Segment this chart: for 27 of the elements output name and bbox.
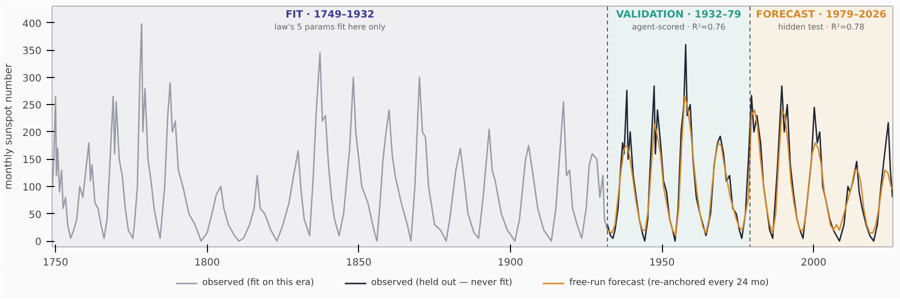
annotation: agent-scored · R²=0.76 [632,22,726,32]
x-tick-label: 1800 [194,258,220,268]
y-tick-label: 100 [22,182,42,194]
line-series [606,44,892,242]
x-tick-label: 1950 [649,258,675,268]
y-tick-label: 300 [22,73,42,84]
annotation: hidden test · R²=0.78 [778,22,864,32]
y-tick-label: 0 [35,237,42,248]
y-tick-label: 50 [28,210,42,221]
band-label: FIT · 1749–1932 [286,10,374,20]
x-tick-label: 2000 [800,258,826,268]
y-tick-label: 350 [22,46,42,58]
y-tick-label: 250 [22,100,42,112]
y-axis-title: monthly sunspot number [3,62,14,190]
legend-label: observed (held out — never fit) [371,278,512,288]
band-label: FORECAST · 1979–2026 [756,10,886,20]
line-series [606,96,892,236]
x-tick-label: 1750 [42,258,68,268]
y-tick-label: 200 [22,128,42,139]
x-tick-label: 1850 [346,258,372,268]
y-tick-label: 400 [22,18,42,30]
y-tick-label: 150 [22,155,42,166]
legend-label: observed (fit on this era) [202,278,314,288]
annotation: law's 5 params fit here only [274,22,386,32]
legend-label: free-run forecast (re-anchored every 24 mo) [569,278,769,288]
x-tick-label: 1900 [498,258,524,268]
band-label: VALIDATION · 1932–79 [616,10,742,20]
